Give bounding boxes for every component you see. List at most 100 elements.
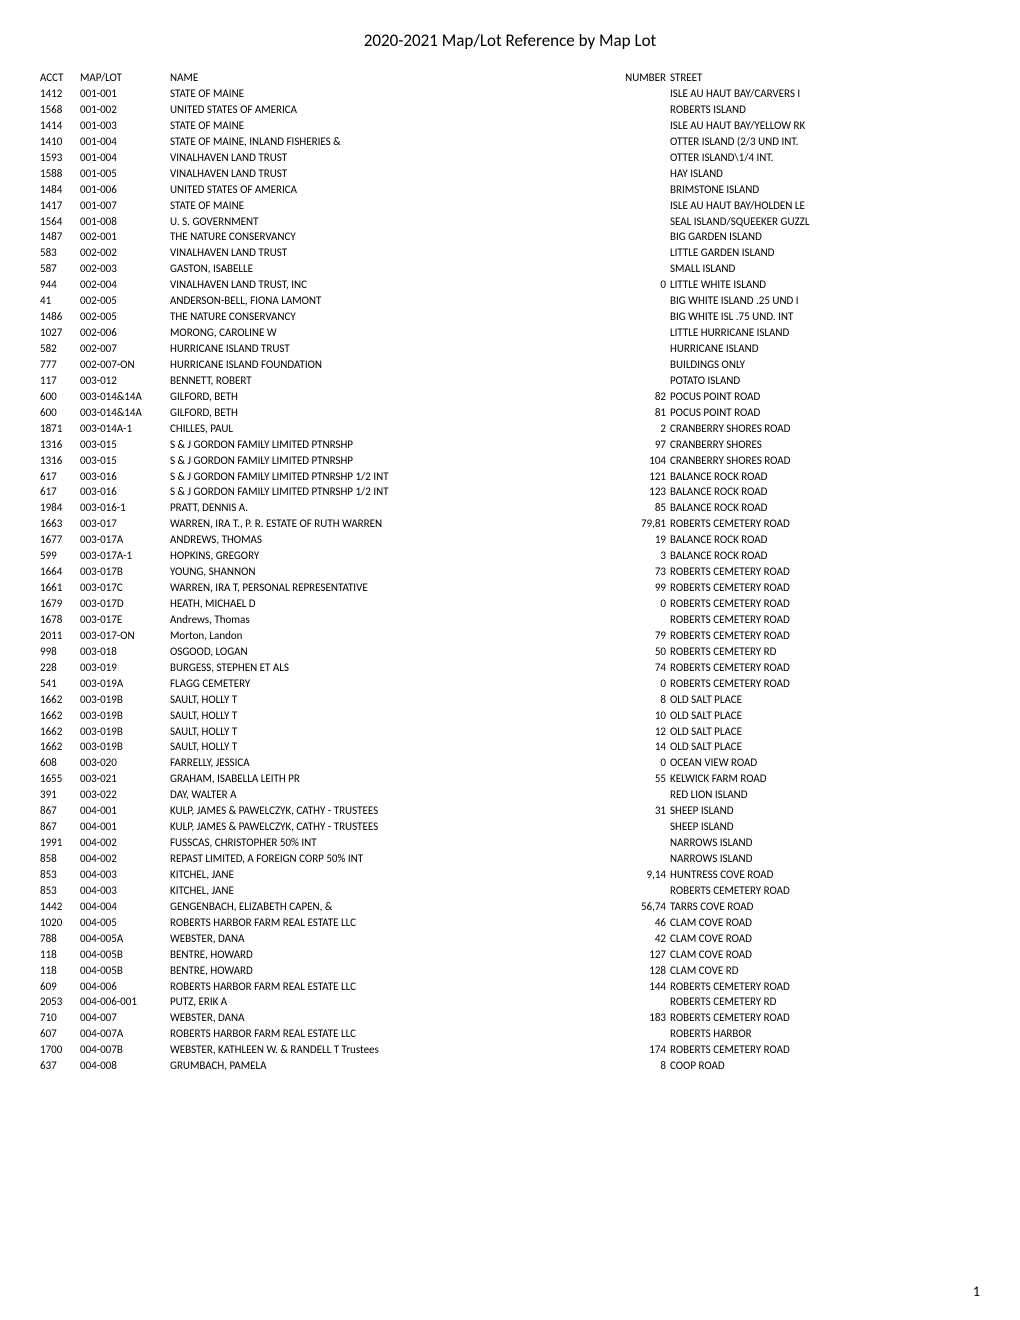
cell-maplot: 003-017B — [80, 564, 170, 580]
table-row: 1661003-017CWARREN, IRA T, PERSONAL REPR… — [40, 580, 980, 596]
table-row: 117003-012BENNETT, ROBERTPOTATO ISLAND — [40, 373, 980, 389]
cell-maplot: 004-003 — [80, 883, 170, 899]
cell-name: PRATT, DENNIS A. — [170, 500, 620, 516]
table-row: 1678003-017EAndrews, ThomasROBERTS CEMET… — [40, 612, 980, 628]
cell-acct: 1417 — [40, 198, 80, 214]
table-row: 1655003-021GRAHAM, ISABELLA LEITH PR55KE… — [40, 771, 980, 787]
cell-street: ROBERTS ISLAND — [670, 102, 950, 118]
cell-name: GENGENBACH, ELIZABETH CAPEN, & — [170, 899, 620, 915]
cell-street: TARRS COVE ROAD — [670, 899, 950, 915]
cell-name: WEBSTER, KATHLEEN W. & RANDELL T Trustee… — [170, 1042, 620, 1058]
cell-maplot: 001-005 — [80, 166, 170, 182]
table-row: 1662003-019BSAULT, HOLLY T14OLD SALT PLA… — [40, 739, 980, 755]
cell-street: ROBERTS HARBOR — [670, 1026, 950, 1042]
cell-street: CLAM COVE ROAD — [670, 931, 950, 947]
cell-street: LITTLE GARDEN ISLAND — [670, 245, 950, 261]
cell-name: Morton, Landon — [170, 628, 620, 644]
page-number: 1 — [973, 1283, 980, 1300]
cell-number — [620, 835, 670, 851]
cell-acct: 944 — [40, 277, 80, 293]
cell-number: 73 — [620, 564, 670, 580]
table-row: 1663003-017WARREN, IRA T., P. R. ESTATE … — [40, 516, 980, 532]
cell-maplot: 004-004 — [80, 899, 170, 915]
cell-maplot: 003-017-ON — [80, 628, 170, 644]
cell-maplot: 002-005 — [80, 309, 170, 325]
table-row: 587002-003GASTON, ISABELLESMALL ISLAND — [40, 261, 980, 277]
cell-name: HURRICANE ISLAND FOUNDATION — [170, 357, 620, 373]
cell-street: BUILDINGS ONLY — [670, 357, 950, 373]
cell-street: ROBERTS CEMETERY ROAD — [670, 596, 950, 612]
cell-maplot: 003-019A — [80, 676, 170, 692]
cell-street: POTATO ISLAND — [670, 373, 950, 389]
cell-number: 2 — [620, 421, 670, 437]
cell-street: ROBERTS CEMETERY ROAD — [670, 1042, 950, 1058]
cell-street: ISLE AU HAUT BAY/YELLOW RK — [670, 118, 950, 134]
cell-number — [620, 994, 670, 1010]
header-acct: ACCT — [40, 71, 80, 84]
cell-street: ROBERTS CEMETERY ROAD — [670, 1010, 950, 1026]
table-row: 118004-005BBENTRE, HOWARD128CLAM COVE RD — [40, 963, 980, 979]
table-row: 1410001-004STATE OF MAINE, INLAND FISHER… — [40, 134, 980, 150]
table-row: 1412001-001STATE OF MAINEISLE AU HAUT BA… — [40, 86, 980, 102]
cell-acct: 617 — [40, 484, 80, 500]
table-row: 608003-020FARRELLY, JESSICA0OCEAN VIEW R… — [40, 755, 980, 771]
cell-number — [620, 150, 670, 166]
table-row: 867004-001KULP, JAMES & PAWELCZYK, CATHY… — [40, 819, 980, 835]
cell-maplot: 003-020 — [80, 755, 170, 771]
cell-name: Andrews, Thomas — [170, 612, 620, 628]
cell-street: NARROWS ISLAND — [670, 835, 950, 851]
table-row: 1984003-016-1PRATT, DENNIS A.85BALANCE R… — [40, 500, 980, 516]
cell-maplot: 002-007-ON — [80, 357, 170, 373]
cell-name: VINALHAVEN LAND TRUST, INC — [170, 277, 620, 293]
cell-acct: 1410 — [40, 134, 80, 150]
cell-name: KITCHEL, JANE — [170, 867, 620, 883]
cell-name: U. S. GOVERNMENT — [170, 214, 620, 230]
cell-street: HURRICANE ISLAND — [670, 341, 950, 357]
page-title: 2020-2021 Map/Lot Reference by Map Lot — [40, 30, 980, 51]
cell-number — [620, 198, 670, 214]
cell-street: ROBERTS CEMETERY ROAD — [670, 580, 950, 596]
cell-name: STATE OF MAINE — [170, 198, 620, 214]
cell-street: LITTLE HURRICANE ISLAND — [670, 325, 950, 341]
cell-maplot: 001-001 — [80, 86, 170, 102]
cell-street: BALANCE ROCK ROAD — [670, 548, 950, 564]
cell-name: S & J GORDON FAMILY LIMITED PTNRSHP — [170, 453, 620, 469]
cell-number: 56,74 — [620, 899, 670, 915]
table-row: 1662003-019BSAULT, HOLLY T8OLD SALT PLAC… — [40, 692, 980, 708]
cell-acct: 1593 — [40, 150, 80, 166]
cell-number: 0 — [620, 676, 670, 692]
table-row: 1484001-006UNITED STATES OF AMERICABRIMS… — [40, 182, 980, 198]
cell-name: CHILLES, PAUL — [170, 421, 620, 437]
table-row: 777002-007-ONHURRICANE ISLAND FOUNDATION… — [40, 357, 980, 373]
cell-maplot: 004-006 — [80, 979, 170, 995]
cell-acct: 710 — [40, 1010, 80, 1026]
cell-maplot: 001-008 — [80, 214, 170, 230]
cell-acct: 1679 — [40, 596, 80, 612]
table-row: 1486002-005THE NATURE CONSERVANCYBIG WHI… — [40, 309, 980, 325]
cell-name: KITCHEL, JANE — [170, 883, 620, 899]
cell-maplot: 002-003 — [80, 261, 170, 277]
table-row: 582002-007HURRICANE ISLAND TRUSTHURRICAN… — [40, 341, 980, 357]
cell-maplot: 003-017C — [80, 580, 170, 596]
cell-number — [620, 182, 670, 198]
cell-number: 99 — [620, 580, 670, 596]
header-name: NAME — [170, 71, 620, 84]
cell-number — [620, 819, 670, 835]
cell-maplot: 004-008 — [80, 1058, 170, 1074]
cell-acct: 541 — [40, 676, 80, 692]
cell-name: HEATH, MICHAEL D — [170, 596, 620, 612]
cell-maplot: 003-022 — [80, 787, 170, 803]
cell-number — [620, 851, 670, 867]
cell-number — [620, 118, 670, 134]
cell-number — [620, 357, 670, 373]
cell-street: ROBERTS CEMETERY ROAD — [670, 676, 950, 692]
cell-street: ROBERTS CEMETERY ROAD — [670, 660, 950, 676]
cell-maplot: 004-005B — [80, 963, 170, 979]
cell-maplot: 003-017 — [80, 516, 170, 532]
cell-name: STATE OF MAINE — [170, 86, 620, 102]
cell-acct: 228 — [40, 660, 80, 676]
cell-name: YOUNG, SHANNON — [170, 564, 620, 580]
cell-street: OTTER ISLAND\1/4 INT. — [670, 150, 950, 166]
cell-number: 14 — [620, 739, 670, 755]
cell-name: REPAST LIMITED, A FOREIGN CORP 50% INT — [170, 851, 620, 867]
